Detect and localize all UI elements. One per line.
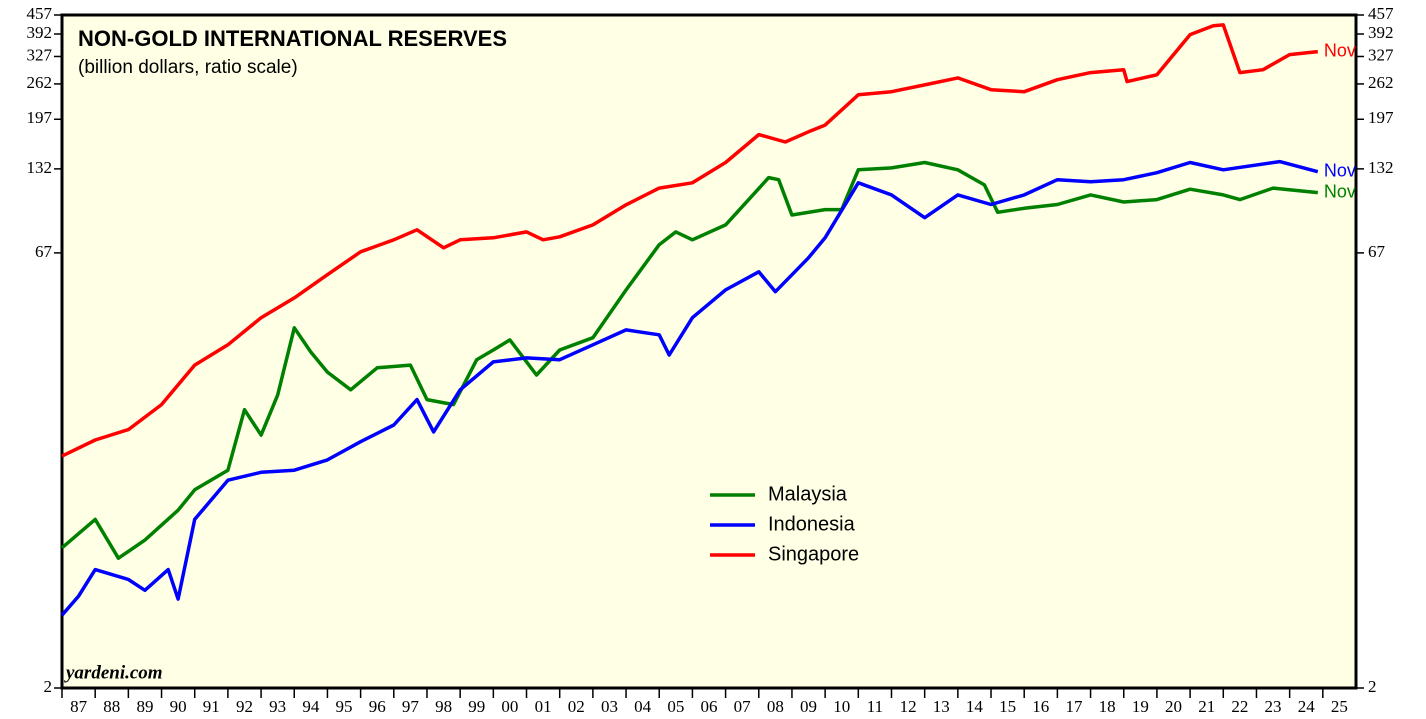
x-tick-label: 11 [867,697,883,716]
x-tick-label: 93 [269,697,286,716]
plot-area [60,13,1358,690]
y-tick-label: 67 [35,242,53,261]
legend-label: Indonesia [768,513,856,535]
x-tick-label: 89 [136,697,153,716]
x-tick-label: 95 [336,697,353,716]
series-line [61,23,1318,458]
source: yardeni.com [64,662,163,683]
x-tick-label: 05 [667,697,684,716]
x-tick-label: 92 [236,697,253,716]
x-tick-label: 21 [1198,697,1215,716]
y2-tick-label: 457 [1368,4,1394,23]
x-tick-label: 17 [1065,697,1083,716]
y2-tick-label: 392 [1368,23,1394,42]
x-tick-label: 94 [302,697,320,716]
x-tick-label: 24 [1298,697,1316,716]
x-tick-label: 09 [800,697,817,716]
y-tick-label: 262 [27,73,53,92]
y-tick-label: 327 [27,45,53,64]
chart-subtitle: (billion dollars, ratio scale) [78,57,298,78]
x-tick-label: 16 [1032,697,1049,716]
x-tick-label: 99 [468,697,485,716]
x-tick-label: 20 [1165,697,1182,716]
y2-tick-label: 2 [1368,677,1377,696]
x-tick-label: 18 [1099,697,1116,716]
end-label: Nov [1324,160,1356,180]
x-tick-label: 07 [734,697,752,716]
series-line [60,160,1318,560]
x-tick-label: 08 [767,697,784,716]
x-tick-label: 14 [966,697,984,716]
x-tick-label: 98 [435,697,452,716]
x-tick-label: 03 [601,697,618,716]
legend-label: Singapore [768,543,859,565]
x-tick-label: 22 [1231,697,1248,716]
x-tick-label: 01 [535,697,552,716]
x-tick-label: 12 [900,697,917,716]
y2-tick-label: 262 [1368,73,1394,92]
x-tick-label: 00 [501,697,518,716]
y-tick-label: 457 [27,4,53,23]
y2-tick-label: 197 [1368,108,1394,127]
chart-title: NON-GOLD INTERNATIONAL RESERVES [78,26,507,51]
x-tick-label: 10 [833,697,850,716]
x-tick-label: 25 [1331,697,1348,716]
x-tick-label: 91 [203,697,220,716]
series-line [60,159,1319,617]
y-tick-label: 197 [27,108,53,127]
x-tick-label: 15 [999,697,1016,716]
x-tick-label: 19 [1132,697,1149,716]
x-tick-label: 87 [70,697,88,716]
x-tick-label: 02 [568,697,585,716]
x-tick-label: 90 [170,697,187,716]
x-tick-label: 96 [369,697,386,716]
y2-tick-label: 132 [1368,158,1394,177]
y-tick-label: 2 [44,677,53,696]
x-tick-label: 04 [634,697,652,716]
y-tick-label: 392 [27,23,53,42]
x-tick-label: 97 [402,697,420,716]
x-tick-label: 06 [701,697,718,716]
y2-tick-label: 327 [1368,45,1394,64]
y2-tick-label: 67 [1368,242,1386,261]
end-label: Nov [1324,40,1356,60]
x-tick-label: 88 [103,697,120,716]
end-label: Nov [1324,181,1356,201]
x-tick-label: 23 [1265,697,1282,716]
legend-label: Malaysia [768,483,848,505]
x-tick-label: 13 [933,697,950,716]
y-tick-label: 132 [27,158,53,177]
